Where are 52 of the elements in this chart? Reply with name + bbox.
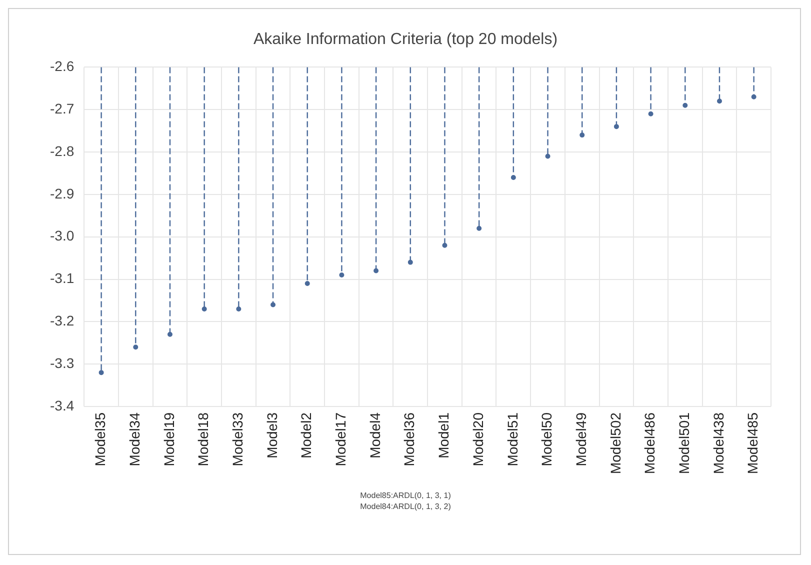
x-tick-label: Model51 xyxy=(504,412,520,466)
x-tick-label: Model17 xyxy=(332,412,349,466)
y-tick-label: -3.4 xyxy=(50,397,74,414)
x-tick-label: Model1 xyxy=(436,412,452,458)
chart-title: Akaike Information Criteria (top 20 models) xyxy=(253,31,558,48)
y-tick-label: -3.3 xyxy=(50,354,74,371)
x-tick-label: Model35 xyxy=(92,412,108,466)
x-tick-label: Model485 xyxy=(744,412,761,474)
point xyxy=(133,344,138,350)
x-tick-label: Model34 xyxy=(126,412,142,466)
point xyxy=(545,154,550,159)
y-tick-label: -3.0 xyxy=(50,228,74,244)
x-tick-label: Model3 xyxy=(264,412,280,458)
point xyxy=(442,242,448,248)
x-tick-label: Model20 xyxy=(470,412,486,466)
y-tick-label: -3.1 xyxy=(50,270,74,286)
point xyxy=(202,306,207,312)
point xyxy=(304,281,310,286)
x-tick-label: Model33 xyxy=(230,412,246,466)
text: Model84:ARDL(0, 1, 3, 2) xyxy=(359,501,452,512)
text: Model85:ARDL(0, 1, 3, 1) xyxy=(359,490,452,501)
point xyxy=(339,272,344,278)
x-tick-label: Model19 xyxy=(160,412,177,466)
point xyxy=(167,332,172,337)
point xyxy=(682,102,688,108)
x-tick-label: Model501 xyxy=(676,412,692,474)
point xyxy=(648,111,654,116)
point xyxy=(614,124,619,130)
point xyxy=(510,174,516,180)
y-tick-label: -2.9 xyxy=(50,185,74,202)
y-tick-label: -2.7 xyxy=(50,100,74,116)
x-tick-label: Model49 xyxy=(572,412,589,466)
y-tick-label: -3.2 xyxy=(50,312,74,329)
point xyxy=(270,302,276,308)
point xyxy=(751,94,756,100)
y-tick-label: -2.6 xyxy=(50,58,74,74)
point xyxy=(580,132,585,138)
point xyxy=(716,98,722,104)
point xyxy=(236,306,242,312)
y-tick-label: -2.8 xyxy=(50,142,74,159)
x-tick-label: Model36 xyxy=(401,412,418,466)
point xyxy=(408,260,413,265)
x-tick-label: Model18 xyxy=(195,412,212,466)
x-tick-label: Model4 xyxy=(366,412,383,458)
x-tick-label: Model50 xyxy=(538,412,555,466)
x-tick-label: Model438 xyxy=(710,412,726,474)
point xyxy=(476,226,482,231)
point xyxy=(98,370,104,376)
x-tick-label: Model486 xyxy=(642,412,658,474)
point xyxy=(374,268,379,274)
x-tick-label: Model502 xyxy=(607,412,624,474)
x-tick-label: Model2 xyxy=(298,412,314,458)
